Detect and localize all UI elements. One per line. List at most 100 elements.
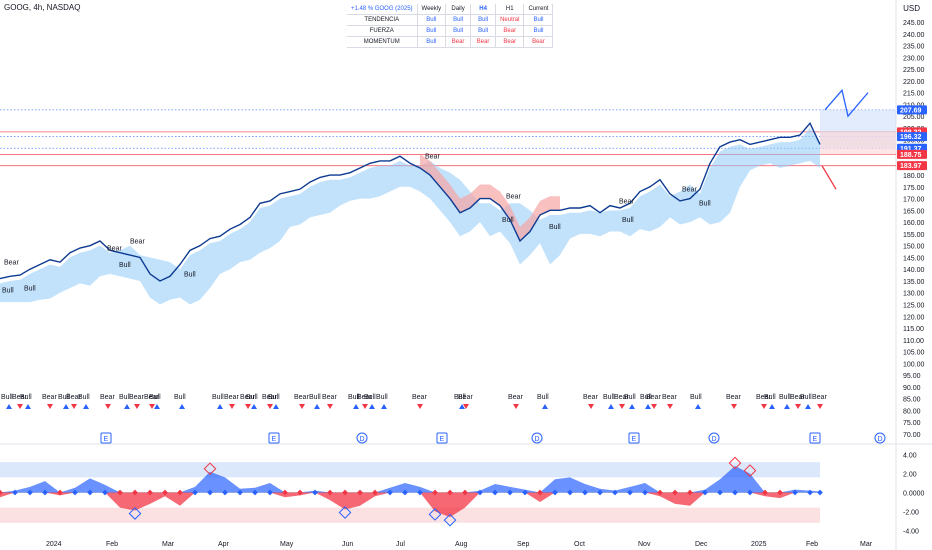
oscillator-dot <box>267 489 273 496</box>
x-tick-label: Apr <box>218 541 230 548</box>
osc-y-tick-label: 0.0000 <box>903 491 925 498</box>
signal-label: Bull <box>603 394 615 401</box>
y-tick-label: 90.00 <box>903 385 921 392</box>
signal-cell: Bear <box>523 36 554 48</box>
signal-cell: Bear <box>495 36 525 48</box>
signal-annotation: Bull <box>2 288 14 295</box>
event-marker-label: E <box>632 436 637 443</box>
y-tick-label: 130.00 <box>903 291 925 298</box>
y-tick-label: 220.00 <box>903 79 925 86</box>
oscillator-dot <box>177 489 183 496</box>
signal-label: Bull <box>454 394 466 401</box>
x-tick-label: Oct <box>574 541 585 548</box>
signal-triangle <box>299 404 305 409</box>
signal-triangle <box>784 404 790 409</box>
signal-cell: Bull <box>417 14 447 26</box>
oscillator-extreme-marker <box>443 513 457 527</box>
event-marker: D <box>708 432 720 444</box>
signal-label: Bear <box>790 394 805 401</box>
oscillator-positive-area <box>0 466 820 493</box>
signal-cell: Bull <box>417 25 447 37</box>
y-tick-label: 110.00 <box>903 338 924 345</box>
y-tick-label: 245.00 <box>903 20 925 27</box>
price-label: 183.97 <box>900 163 922 170</box>
signal-label: Bear <box>144 394 159 401</box>
oscillator-dot <box>702 489 708 496</box>
signal-label: Bull <box>624 394 636 401</box>
y-tick-label: 70.00 <box>903 432 921 439</box>
price-label: 191.37 <box>900 146 922 153</box>
projection-arrow-down <box>821 165 837 190</box>
x-tick-label: Jul <box>396 541 405 548</box>
oscillator-dot <box>192 489 198 496</box>
row-label: FUERZA <box>347 25 418 37</box>
signal-triangle <box>645 404 651 409</box>
signal-label: Bull <box>212 394 224 401</box>
signal-triangle <box>651 404 657 409</box>
price-label: 207.69 <box>900 107 922 114</box>
event-marker-label: E <box>272 436 277 443</box>
oscillator-dot <box>732 489 738 496</box>
signal-cell: Bear <box>445 36 472 48</box>
signal-triangle <box>805 404 811 409</box>
y-tick-label: 155.00 <box>903 232 925 239</box>
projection-zone-bear <box>820 131 896 155</box>
signal-triangle <box>154 404 160 409</box>
signal-label: Bull <box>364 394 376 401</box>
signal-label: Bear <box>262 394 277 401</box>
projection-arrow-up <box>824 88 869 118</box>
signal-label: Bull <box>58 394 70 401</box>
y-tick-label: 75.00 <box>903 420 921 427</box>
signal-label: Bull <box>1 394 13 401</box>
oscillator-extreme-marker <box>743 464 757 477</box>
x-tick-label: Aug <box>455 541 468 548</box>
signal-label: Bull <box>119 394 131 401</box>
y-tick-label: 195.00 <box>903 138 925 145</box>
event-marker: E <box>628 432 640 444</box>
event-marker-circle <box>356 432 368 444</box>
signal-triangle <box>619 404 625 409</box>
signal-label: Bear <box>357 394 372 401</box>
signal-triangle <box>71 404 77 409</box>
signal-triangle <box>513 404 519 409</box>
osc-lower-band <box>0 507 820 523</box>
oscillator-dot <box>102 489 108 496</box>
oscillator-dot <box>777 489 783 496</box>
signal-triangle <box>795 404 801 409</box>
signal-label: Bear <box>42 394 57 401</box>
y-tick-label: 115.00 <box>903 326 924 333</box>
oscillator-dot <box>432 489 438 496</box>
signal-triangle <box>267 404 273 409</box>
oscillator-dot <box>402 489 408 496</box>
symbol-title: GOOG, 4h, NASDAQ <box>4 3 81 12</box>
oscillator-dot <box>492 489 498 496</box>
x-tick-label: Nov <box>638 541 651 548</box>
signal-cell: Bull <box>445 25 472 37</box>
currency-label[interactable]: USD <box>903 4 920 13</box>
signal-triangle <box>251 404 257 409</box>
y-tick-label: 145.00 <box>903 255 925 262</box>
event-marker-circle <box>708 432 720 444</box>
signal-label: Bear <box>294 394 309 401</box>
signal-triangle <box>229 404 235 409</box>
event-marker: D <box>356 432 368 444</box>
signal-annotation: Bear <box>425 154 440 161</box>
bear-cloud <box>420 153 560 241</box>
event-marker-label: E <box>104 436 109 443</box>
oscillator-dot <box>372 489 378 496</box>
signal-cell: Bull <box>445 14 472 26</box>
signal-label: Bear <box>12 394 27 401</box>
event-marker: D <box>531 432 543 444</box>
oscillator-dot <box>672 489 678 496</box>
signal-table-header: +1.48 % GOOG (2025) Weekly Daily H4 H1 C… <box>347 4 554 15</box>
event-marker-box <box>436 432 448 444</box>
oscillator-dot <box>612 489 618 496</box>
signal-annotation: Bull <box>502 217 514 224</box>
oscillator-dot <box>627 489 633 496</box>
signal-annotation: Bull <box>24 285 36 292</box>
signal-cell: Bear <box>470 36 497 48</box>
event-marker-label: D <box>878 436 883 443</box>
signal-label: Bear <box>240 394 255 401</box>
signal-label: Bear <box>66 394 81 401</box>
